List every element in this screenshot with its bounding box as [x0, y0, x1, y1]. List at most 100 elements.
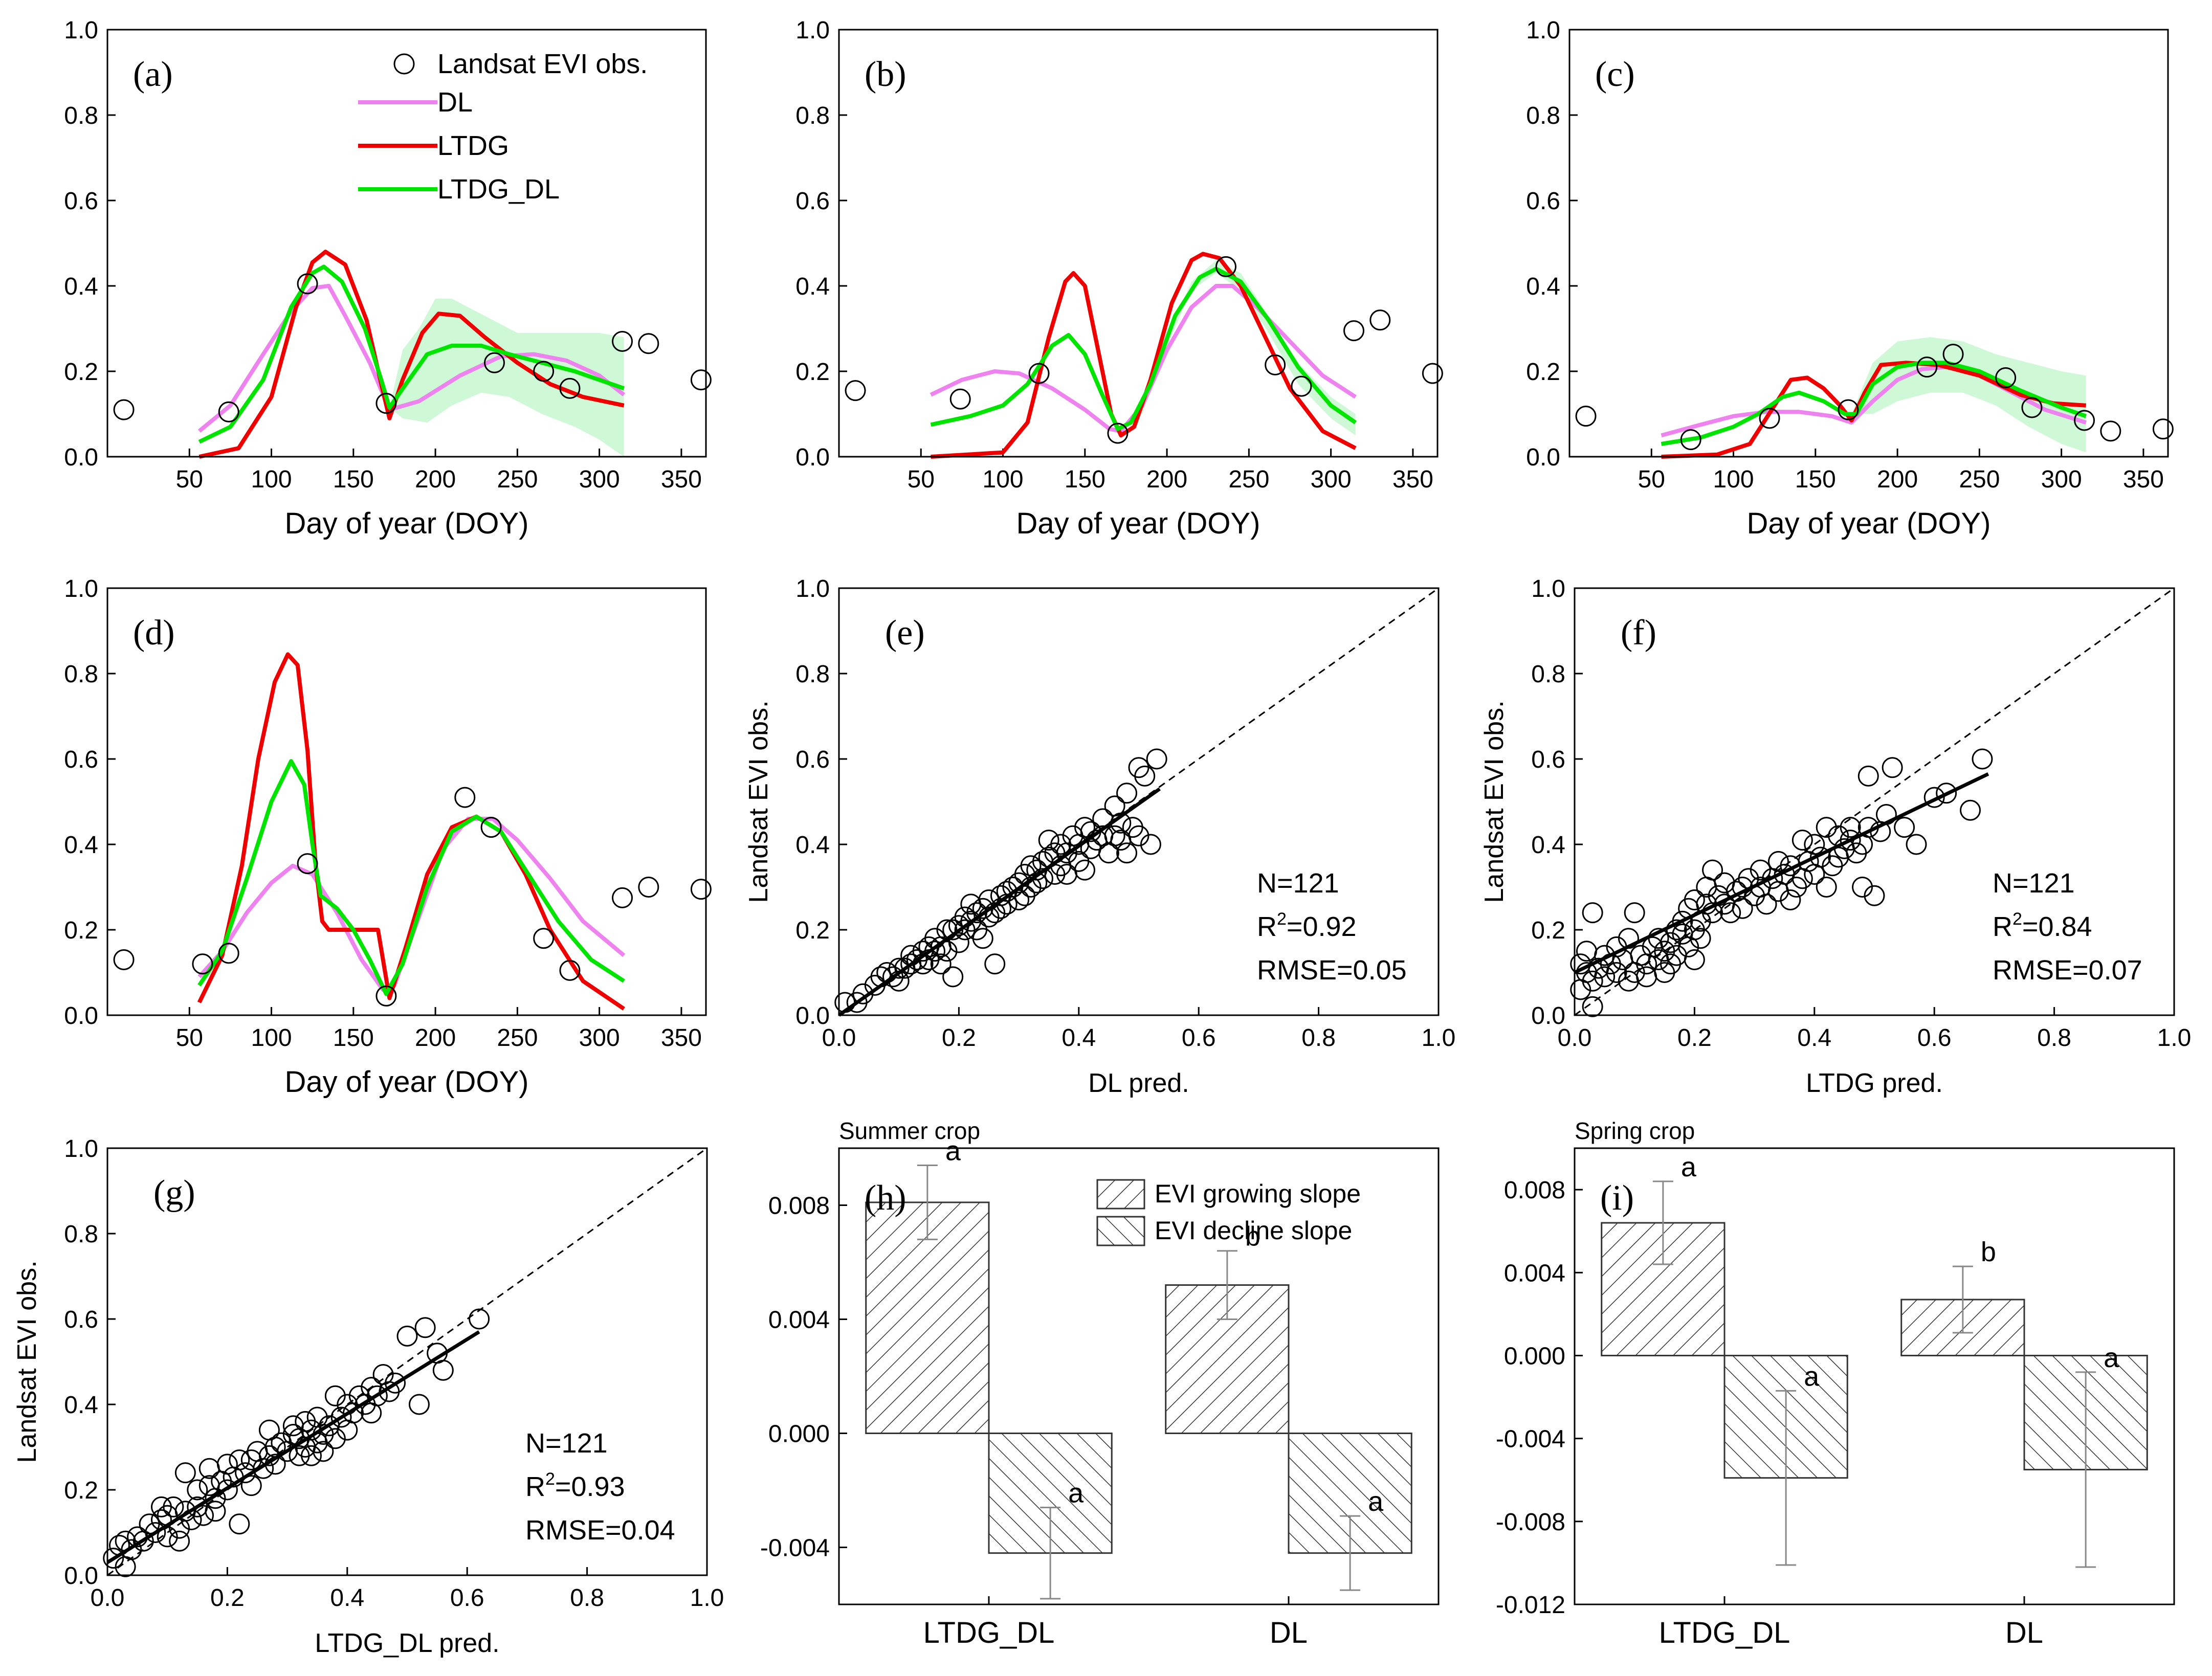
x-tick-label: 150 [333, 1024, 374, 1052]
obs-point [1215, 256, 1236, 277]
obs-point [1995, 367, 2017, 389]
y-tick-label: 0.0 [1531, 1002, 1565, 1030]
x-axis-title: Day of year (DOY) [1747, 507, 1991, 540]
significance-letter: a [1368, 1486, 1384, 1517]
y-tick-label: 0.4 [64, 1392, 98, 1419]
scatter-point [1816, 817, 1837, 838]
stat-n: N=121 [1993, 868, 2075, 899]
obs-point [1107, 422, 1129, 444]
scatter-point [282, 1415, 304, 1437]
scatter-point [103, 1548, 124, 1569]
y-tick-label: 1.0 [795, 17, 830, 44]
panel-label: (g) [153, 1173, 195, 1213]
scatter-point [174, 1462, 196, 1484]
obs-point [559, 959, 581, 981]
scatter-point [253, 1458, 274, 1479]
significance-letter: a [1804, 1361, 1820, 1392]
scatter-point [366, 1385, 388, 1406]
scatter-point [924, 941, 946, 962]
scatter-point [432, 1359, 454, 1381]
scatter-point [972, 928, 993, 949]
panel-title: Spring crop [1575, 1118, 1695, 1144]
scatter-point [193, 1505, 214, 1526]
scatter-point [1804, 834, 1825, 855]
y-tick-label: 0.2 [1531, 917, 1565, 944]
x-tick-label: 50 [176, 1024, 203, 1052]
series-line-ltdg_dl [198, 264, 625, 444]
obs-point [1422, 363, 1443, 384]
panel-d: 0.0 0.2 0.4 0.6 0.8 1.0 50 100 150 200 250 300 350 (d… [64, 575, 712, 1099]
scatter-point [1594, 966, 1616, 988]
x-tick-label: 200 [1146, 466, 1187, 493]
stat-r2: R2=0.92 [1257, 909, 1357, 942]
scatter-point [852, 983, 874, 1004]
scatter-point [216, 1479, 238, 1501]
plot-frame [1568, 29, 2169, 458]
y-tick-label: 0.2 [64, 359, 98, 386]
significance-letter: b [1981, 1237, 1996, 1267]
panel-h: -0.004 0.000 0.004 0.008 LTDG_DL a a DL b a (h) Sum… [760, 1118, 1440, 1649]
regression-line [1574, 772, 1989, 974]
panel-title: Summer crop [839, 1118, 980, 1144]
plot-frame [1574, 587, 2175, 1016]
x-tick-label: 1.0 [1422, 1024, 1456, 1052]
x-tick-label: 200 [1877, 466, 1918, 493]
y-tick-label: 0.0 [795, 444, 830, 471]
scatter-point [1750, 859, 1771, 881]
legend-swatch [1096, 1179, 1145, 1210]
regression-line [106, 1330, 480, 1564]
scatter-point [216, 1454, 238, 1475]
obs-point [113, 949, 135, 970]
scatter-point [205, 1501, 226, 1522]
obs-point [690, 369, 712, 391]
y-tick-label: 0.4 [795, 832, 830, 859]
panel-label: (c) [1595, 55, 1635, 94]
scatter-point [229, 1513, 250, 1535]
scatter-point [1857, 765, 1879, 787]
scatter-point [1116, 842, 1138, 864]
scatter-point [1791, 830, 1813, 851]
plot-frame [1574, 1147, 2175, 1605]
x-tick-label: 0.6 [450, 1584, 484, 1612]
obs-point [1942, 344, 1964, 365]
scatter-point [324, 1428, 346, 1449]
obs-point [559, 377, 581, 399]
plot-frame [106, 29, 707, 458]
x-tick-label: 0.2 [942, 1024, 976, 1052]
scatter-point [1923, 787, 1945, 808]
y-tick-label: 0.4 [64, 832, 98, 859]
scatter-point [324, 1385, 346, 1406]
y-tick-label: 0.2 [64, 917, 98, 944]
obs-point [218, 943, 239, 964]
y-tick-label: 0.2 [795, 359, 830, 386]
scatter-point [229, 1449, 250, 1471]
y-tick-label: 0.8 [1526, 102, 1560, 129]
x-tick-label: 1.0 [690, 1584, 724, 1612]
y-tick-label: 0.4 [64, 273, 98, 300]
plot-frame [838, 587, 1440, 1016]
scatter-point [163, 1496, 184, 1517]
obs-point [1759, 408, 1780, 429]
y-tick-label: 0.6 [64, 188, 98, 215]
obs-point [454, 787, 476, 808]
panel-label: (b) [865, 55, 906, 94]
scatter-point [1116, 783, 1138, 804]
scatter-point [313, 1441, 334, 1462]
scatter-point [121, 1539, 142, 1560]
scatter-point [984, 953, 1006, 975]
obs-point [638, 333, 659, 354]
y-tick-label: 0.8 [1531, 661, 1565, 688]
obs-point [1291, 375, 1312, 397]
series-line-dl [197, 284, 626, 433]
y-tick-label: 0.6 [64, 746, 98, 773]
y-tick-label: 0.8 [64, 661, 98, 688]
x-tick-label: 200 [415, 1024, 456, 1052]
scatter-point [1767, 851, 1789, 872]
scatter-point [1882, 757, 1903, 778]
obs-point [1916, 356, 1938, 378]
x-tick-label: 250 [1959, 466, 2000, 493]
obs-point [845, 380, 866, 401]
obs-point [1369, 309, 1391, 331]
panel-label: (d) [133, 613, 175, 653]
